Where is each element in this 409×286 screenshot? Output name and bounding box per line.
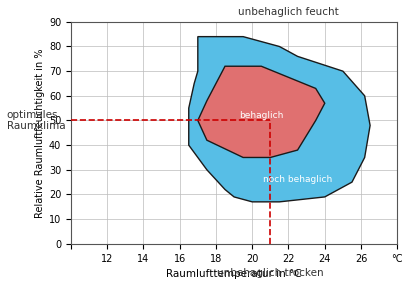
Polygon shape bbox=[188, 37, 369, 202]
Text: unbehaglich feucht: unbehaglich feucht bbox=[238, 7, 338, 17]
Text: optimales
Raumklima: optimales Raumklima bbox=[7, 110, 65, 131]
Text: behaglich: behaglich bbox=[238, 111, 283, 120]
Text: unbehaglich trocken: unbehaglich trocken bbox=[216, 269, 323, 279]
Polygon shape bbox=[197, 66, 324, 158]
X-axis label: Raumlufttemperatur in °C: Raumlufttemperatur in °C bbox=[166, 269, 301, 279]
Y-axis label: Relative Raumluftfeuchtigkeit in %: Relative Raumluftfeuchtigkeit in % bbox=[34, 48, 45, 218]
Text: noch behaglich: noch behaglich bbox=[262, 175, 331, 184]
